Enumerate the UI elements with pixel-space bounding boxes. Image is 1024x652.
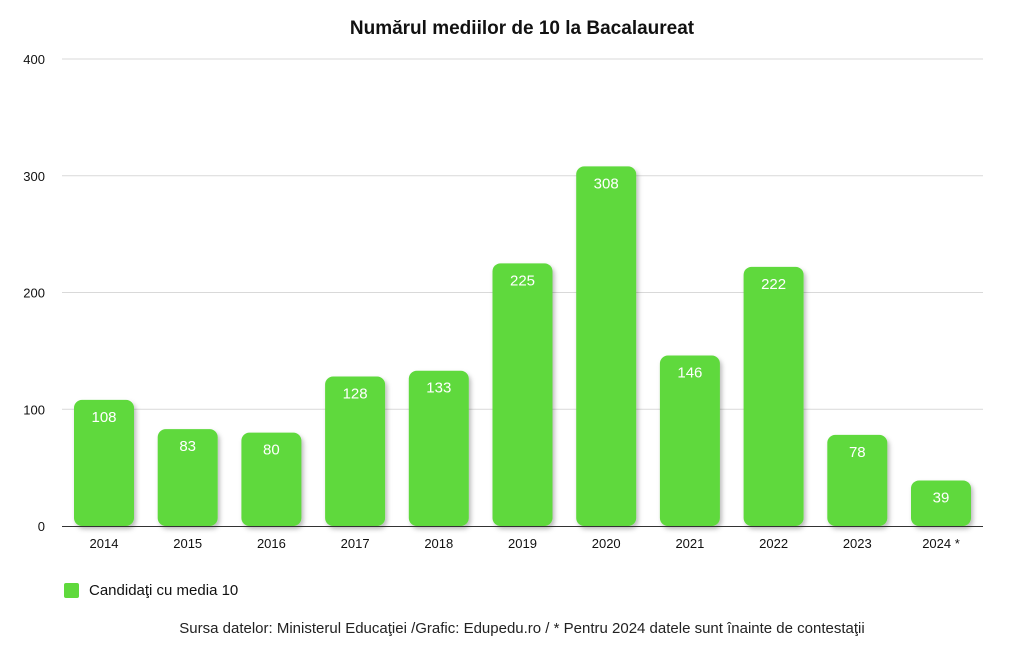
x-axis-tick-labels: 2014 2015 2016 2017 2018 2019 2020 2021 2022 2023…	[90, 536, 960, 551]
x-tick-label: 2014	[90, 536, 119, 551]
y-tick-label: 400	[23, 52, 45, 67]
x-tick-label: 2021	[675, 536, 704, 551]
bar-value-label: 108	[91, 409, 116, 426]
legend-swatch	[64, 583, 79, 598]
bar	[492, 263, 553, 526]
bar-value-label: 78	[849, 444, 866, 461]
legend-label: Candidaţi cu media 10	[89, 582, 239, 599]
bar	[157, 429, 218, 526]
bars	[74, 166, 971, 526]
y-tick-label: 200	[23, 286, 45, 301]
bar	[241, 432, 302, 526]
bar	[576, 166, 637, 526]
bar-value-label: 225	[510, 272, 535, 289]
y-axis-tick-labels: 0 100 200 300 400	[23, 52, 45, 534]
y-tick-label: 100	[23, 402, 45, 417]
bar-value-label: 80	[263, 442, 280, 459]
bar	[743, 266, 804, 526]
x-tick-label: 2023	[843, 536, 872, 551]
bar	[827, 434, 888, 526]
y-tick-label: 300	[23, 169, 45, 184]
x-tick-label: 2017	[341, 536, 370, 551]
legend: Candidaţi cu media 10	[64, 582, 238, 599]
bar	[911, 480, 971, 526]
bar-value-label: 39	[933, 489, 950, 506]
bar	[74, 399, 134, 526]
bar-value-label: 133	[426, 380, 451, 397]
bar-value-label: 308	[594, 175, 619, 192]
x-tick-label: 2019	[508, 536, 537, 551]
x-tick-label: 2024 *	[922, 536, 960, 551]
y-tick-label: 0	[38, 519, 45, 534]
x-tick-label: 2016	[257, 536, 286, 551]
bar-value-label: 83	[179, 438, 196, 455]
bar	[659, 355, 720, 526]
bar-value-label: 222	[761, 276, 786, 293]
chart-title: Numărul mediilor de 10 la Bacalaureat	[349, 18, 695, 39]
bar	[325, 376, 386, 526]
bar	[408, 370, 469, 526]
x-tick-label: 2022	[759, 536, 788, 551]
source-note: Sursa datelor: Ministerul Educaţiei /Gra…	[179, 620, 865, 637]
x-tick-label: 2018	[424, 536, 453, 551]
bar-value-label: 146	[677, 365, 702, 382]
data-labels: 108 83 80 128 133 225 308 146 222 78 39	[91, 175, 949, 506]
x-tick-label: 2015	[173, 536, 202, 551]
bar-value-label: 128	[343, 386, 368, 403]
x-tick-label: 2020	[592, 536, 621, 551]
